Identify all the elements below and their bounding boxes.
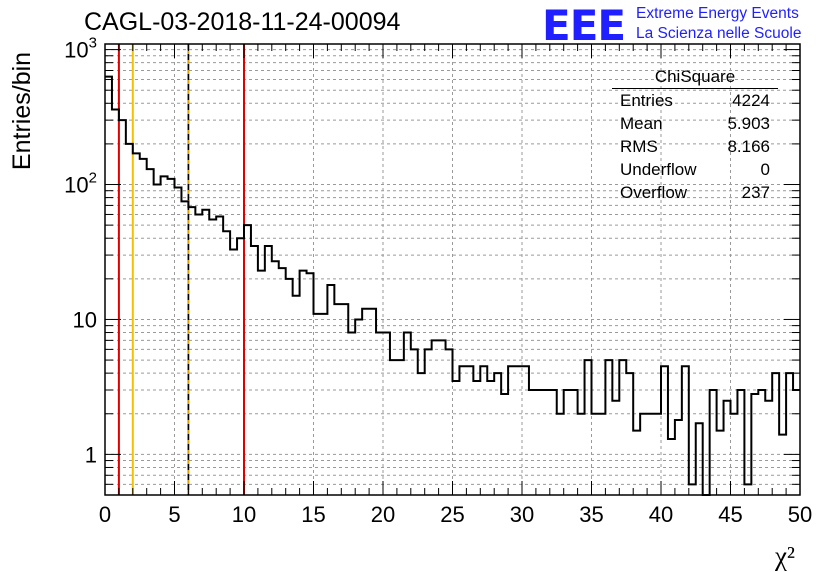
stats-label: Entries	[620, 91, 673, 110]
stats-value: 5.903	[727, 114, 770, 133]
stats-label: RMS	[620, 137, 658, 156]
stats-row-mean: Mean 5.903	[612, 112, 778, 135]
x-tick-label: 10	[232, 502, 256, 527]
x-tick-label: 40	[649, 502, 673, 527]
eee-logo: EEE Extreme Energy Events La Scienza nel…	[542, 1, 832, 50]
y-tick-labels: 1 10 102 103	[64, 35, 97, 468]
y-axis-label: Entries/bin	[8, 52, 36, 170]
x-tick-label: 30	[510, 502, 534, 527]
stats-value: 8.166	[727, 137, 770, 156]
x-tick-label: 45	[718, 502, 742, 527]
x-tick-label: 0	[99, 502, 111, 527]
stats-value: 4224	[732, 91, 770, 110]
y-tick-label: 1	[85, 442, 97, 467]
stats-value: 237	[741, 183, 770, 202]
y-tick-label: 103	[64, 35, 97, 63]
x-tick-label: 25	[440, 502, 464, 527]
stats-value: 0	[760, 160, 770, 179]
x-axis-label: χ²	[774, 541, 795, 571]
axis-ticks	[104, 44, 801, 496]
stats-box: ChiSquare Entries 4224 Mean 5.903 RMS 8.…	[612, 67, 778, 204]
x-tick-label: 15	[301, 502, 325, 527]
logo-line-2: La Scienza nelle Scuole	[636, 25, 802, 42]
threshold-lines	[117, 44, 245, 495]
x-tick-label: 5	[168, 502, 180, 527]
histogram-line	[105, 75, 800, 496]
stats-label: Mean	[620, 114, 663, 133]
stats-row-overflow: Overflow 237	[612, 181, 778, 204]
grid	[105, 44, 800, 496]
histogram-series	[105, 75, 800, 496]
stats-label: Overflow	[620, 183, 688, 202]
x-tick-labels: 0 5 10 15 20 25 30 35 40 45 50	[99, 502, 812, 527]
stats-label: Underflow	[620, 160, 697, 179]
x-tick-label: 20	[371, 502, 395, 527]
x-tick-label: 50	[788, 502, 812, 527]
eee-logo-mark: EEE	[542, 1, 626, 50]
plot-title: CAGL-03-2018-11-24-00094	[84, 8, 401, 36]
stats-row-rms: RMS 8.166	[612, 135, 778, 158]
y-tick-label: 102	[64, 170, 97, 198]
stats-title: ChiSquare	[612, 67, 778, 89]
stats-row-underflow: Underflow 0	[612, 158, 778, 181]
stats-row-entries: Entries 4224	[612, 89, 778, 112]
x-tick-label: 35	[579, 502, 603, 527]
logo-line-1: Extreme Energy Events	[636, 5, 799, 22]
y-tick-label: 10	[73, 307, 97, 332]
